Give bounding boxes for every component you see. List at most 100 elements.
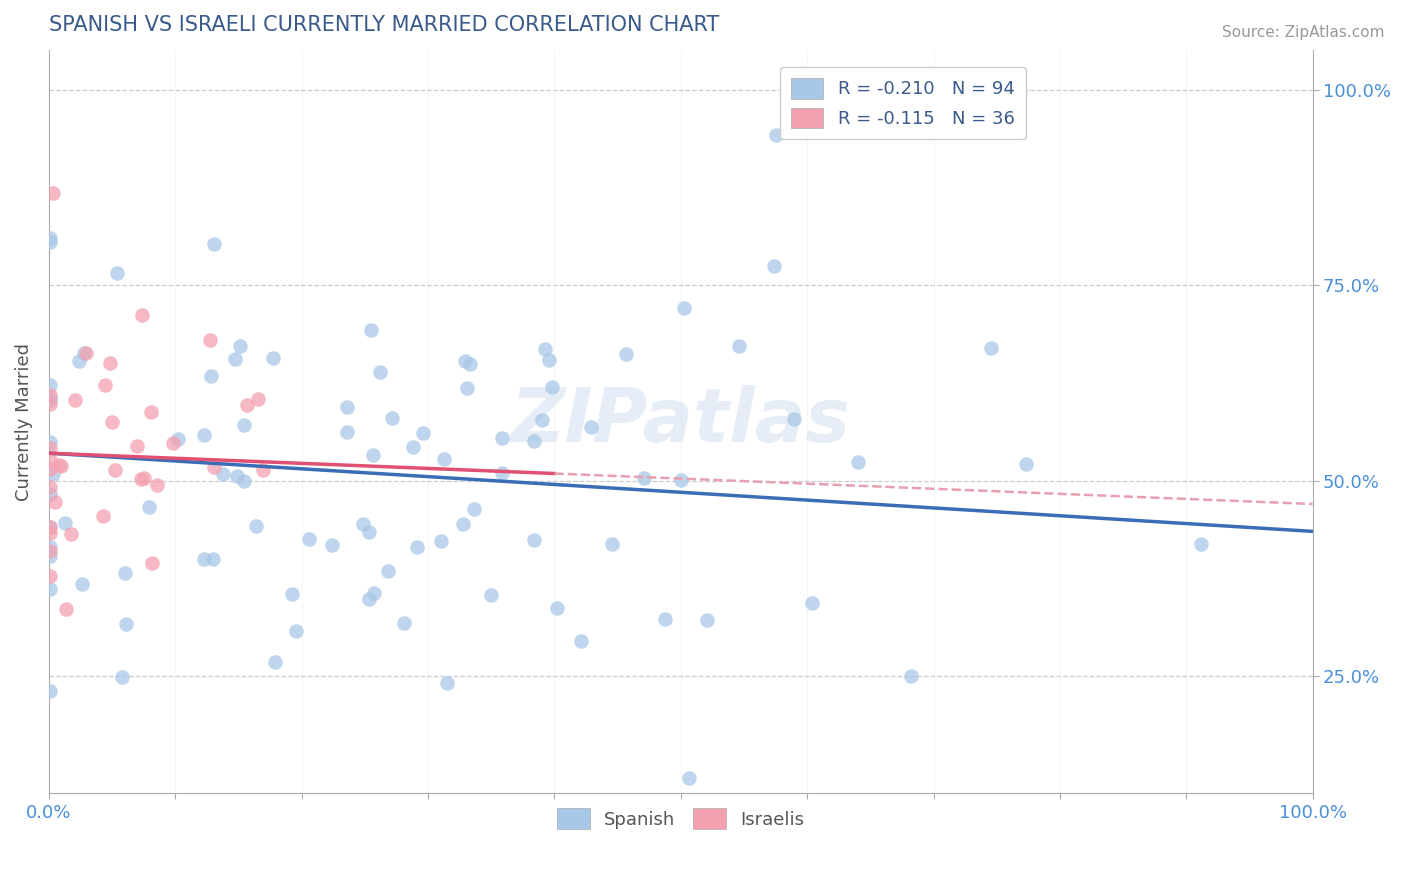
Spanish bbox=[336, 425, 359, 439]
Spanish bbox=[392, 615, 415, 630]
Israelis bbox=[59, 526, 82, 541]
Spanish bbox=[72, 346, 94, 360]
Spanish bbox=[70, 576, 93, 591]
Spanish bbox=[39, 392, 62, 406]
Spanish bbox=[377, 564, 399, 578]
Spanish bbox=[381, 411, 404, 425]
Spanish bbox=[579, 419, 602, 434]
Spanish bbox=[53, 516, 76, 530]
Spanish bbox=[491, 467, 513, 481]
Spanish bbox=[232, 474, 254, 488]
Israelis bbox=[39, 520, 62, 534]
Spanish bbox=[1189, 536, 1212, 550]
Spanish bbox=[200, 369, 222, 384]
Spanish bbox=[546, 600, 568, 615]
Spanish bbox=[430, 533, 453, 548]
Spanish bbox=[728, 339, 751, 353]
Spanish bbox=[114, 617, 136, 632]
Spanish bbox=[363, 448, 385, 462]
Spanish bbox=[436, 676, 458, 690]
Israelis bbox=[141, 405, 163, 419]
Spanish bbox=[359, 592, 381, 607]
Spanish bbox=[39, 582, 62, 596]
Spanish bbox=[614, 347, 637, 361]
Spanish bbox=[538, 353, 561, 368]
Text: Source: ZipAtlas.com: Source: ZipAtlas.com bbox=[1222, 25, 1385, 40]
Israelis bbox=[39, 388, 62, 402]
Spanish bbox=[491, 431, 513, 445]
Spanish bbox=[783, 412, 806, 426]
Israelis bbox=[104, 463, 127, 477]
Spanish bbox=[678, 771, 700, 785]
Spanish bbox=[463, 502, 485, 516]
Israelis bbox=[146, 478, 169, 492]
Israelis bbox=[252, 462, 274, 476]
Israelis bbox=[39, 397, 62, 411]
Israelis bbox=[48, 458, 70, 472]
Israelis bbox=[39, 480, 62, 494]
Spanish bbox=[202, 551, 225, 566]
Spanish bbox=[540, 380, 562, 394]
Legend: Spanish, Israelis: Spanish, Israelis bbox=[550, 801, 811, 837]
Israelis bbox=[200, 333, 222, 347]
Spanish bbox=[654, 612, 676, 626]
Israelis bbox=[101, 415, 124, 429]
Israelis bbox=[55, 601, 77, 615]
Spanish bbox=[225, 468, 247, 483]
Israelis bbox=[94, 378, 117, 392]
Spanish bbox=[67, 353, 90, 368]
Israelis bbox=[202, 459, 225, 474]
Spanish bbox=[336, 401, 359, 415]
Israelis bbox=[39, 544, 62, 558]
Spanish bbox=[321, 538, 343, 552]
Spanish bbox=[360, 323, 382, 337]
Spanish bbox=[352, 516, 374, 531]
Spanish bbox=[224, 351, 246, 366]
Spanish bbox=[39, 549, 62, 563]
Spanish bbox=[39, 540, 62, 554]
Spanish bbox=[39, 393, 62, 408]
Spanish bbox=[39, 684, 62, 698]
Spanish bbox=[412, 426, 434, 441]
Spanish bbox=[42, 467, 65, 482]
Israelis bbox=[39, 453, 62, 467]
Israelis bbox=[51, 459, 73, 474]
Text: ZIPatlas: ZIPatlas bbox=[510, 385, 851, 458]
Spanish bbox=[451, 516, 474, 531]
Spanish bbox=[298, 533, 321, 547]
Spanish bbox=[114, 566, 136, 581]
Y-axis label: Currently Married: Currently Married bbox=[15, 343, 32, 501]
Spanish bbox=[281, 587, 304, 601]
Spanish bbox=[39, 520, 62, 534]
Spanish bbox=[232, 418, 254, 433]
Spanish bbox=[229, 339, 252, 353]
Israelis bbox=[91, 509, 114, 524]
Spanish bbox=[479, 588, 502, 602]
Spanish bbox=[765, 128, 787, 142]
Spanish bbox=[111, 669, 134, 683]
Spanish bbox=[202, 236, 225, 251]
Spanish bbox=[523, 533, 546, 547]
Israelis bbox=[141, 557, 163, 571]
Spanish bbox=[284, 624, 307, 638]
Spanish bbox=[39, 377, 62, 392]
Spanish bbox=[763, 259, 786, 273]
Spanish bbox=[363, 586, 385, 600]
Israelis bbox=[75, 346, 97, 360]
Spanish bbox=[138, 500, 160, 515]
Spanish bbox=[263, 655, 285, 669]
Spanish bbox=[673, 301, 696, 316]
Israelis bbox=[125, 439, 148, 453]
Israelis bbox=[63, 393, 86, 408]
Spanish bbox=[245, 519, 267, 533]
Spanish bbox=[401, 441, 423, 455]
Israelis bbox=[44, 494, 66, 508]
Spanish bbox=[1015, 457, 1038, 471]
Spanish bbox=[531, 413, 554, 427]
Israelis bbox=[132, 471, 155, 485]
Israelis bbox=[39, 442, 62, 456]
Spanish bbox=[534, 342, 557, 356]
Israelis bbox=[42, 186, 65, 200]
Spanish bbox=[357, 525, 380, 540]
Spanish bbox=[193, 552, 215, 566]
